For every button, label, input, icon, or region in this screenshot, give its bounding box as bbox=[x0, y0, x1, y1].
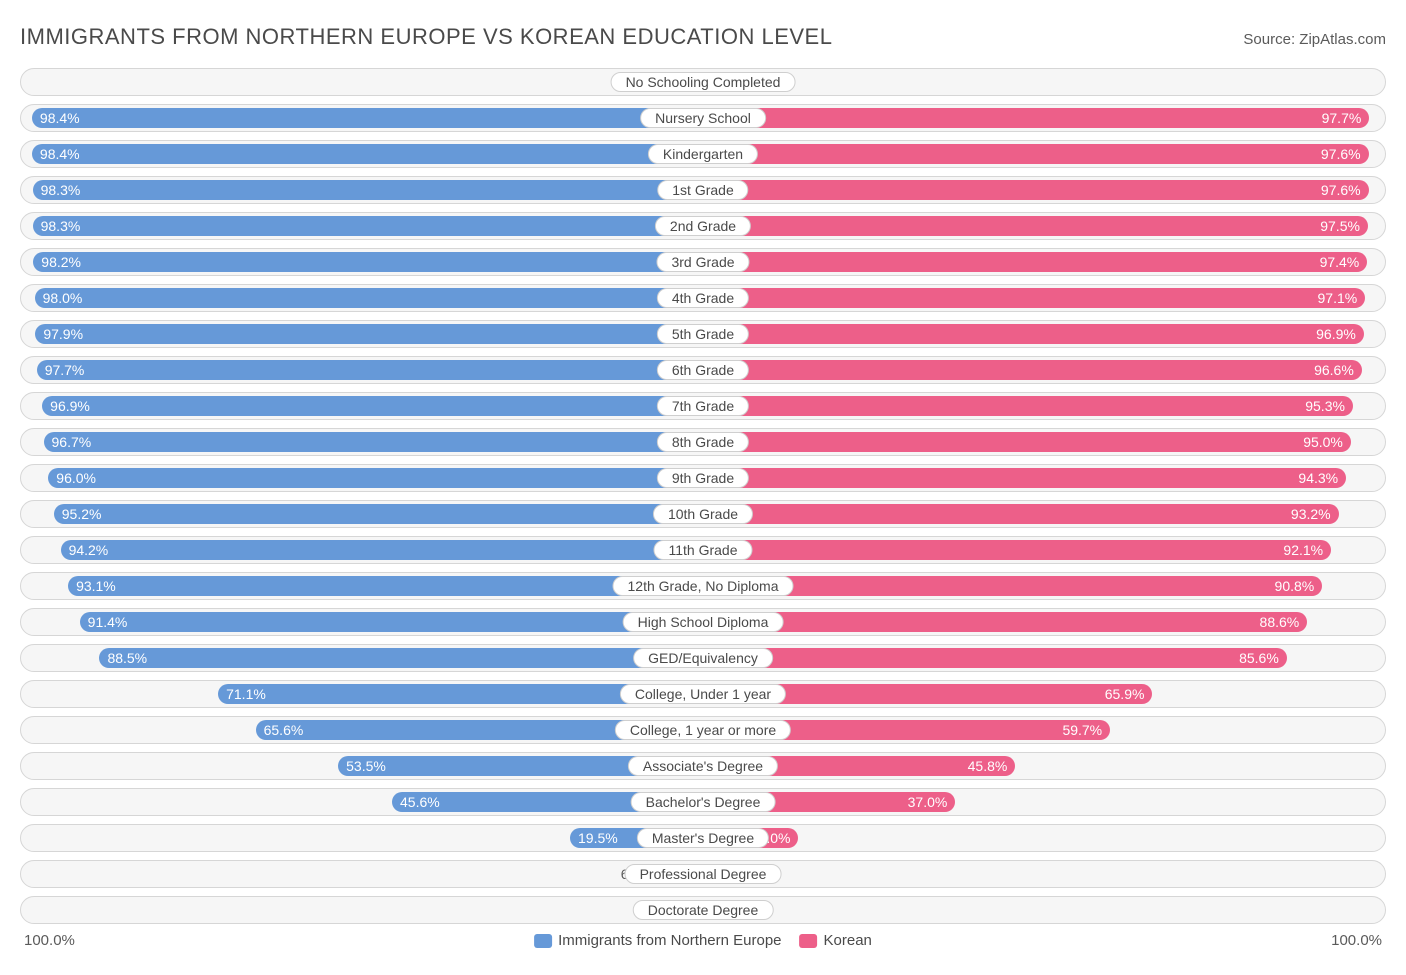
legend-swatch-left bbox=[534, 934, 552, 948]
chart-row: 97.9%96.9%5th Grade bbox=[20, 320, 1386, 348]
bar-right bbox=[703, 540, 1331, 560]
bar-left bbox=[37, 360, 703, 380]
category-label: College, Under 1 year bbox=[620, 684, 786, 704]
category-label: GED/Equivalency bbox=[633, 648, 773, 668]
chart-row: 6.2%4.1%Professional Degree bbox=[20, 860, 1386, 888]
chart-row: 71.1%65.9%College, Under 1 year bbox=[20, 680, 1386, 708]
category-label: Master's Degree bbox=[637, 828, 769, 848]
legend-label-left: Immigrants from Northern Europe bbox=[558, 932, 781, 949]
bar-left bbox=[33, 180, 703, 200]
bar-left bbox=[48, 468, 703, 488]
category-label: 2nd Grade bbox=[655, 216, 751, 236]
chart-row: 1.7%2.4%No Schooling Completed bbox=[20, 68, 1386, 96]
bar-right bbox=[703, 504, 1339, 524]
chart-row: 65.6%59.7%College, 1 year or more bbox=[20, 716, 1386, 744]
chart-row: 94.2%92.1%11th Grade bbox=[20, 536, 1386, 564]
bar-right bbox=[703, 324, 1364, 344]
bar-left bbox=[54, 504, 703, 524]
category-label: 4th Grade bbox=[657, 288, 749, 308]
legend-item-left: Immigrants from Northern Europe bbox=[534, 932, 781, 949]
category-label: No Schooling Completed bbox=[611, 72, 796, 92]
chart-title: IMMIGRANTS FROM NORTHERN EUROPE VS KOREA… bbox=[20, 24, 832, 50]
chart-row: 96.7%95.0%8th Grade bbox=[20, 428, 1386, 456]
chart-row: 98.3%97.5%2nd Grade bbox=[20, 212, 1386, 240]
chart-row: 98.0%97.1%4th Grade bbox=[20, 284, 1386, 312]
source-prefix: Source: bbox=[1243, 31, 1299, 48]
bar-left bbox=[35, 324, 703, 344]
category-label: 1st Grade bbox=[657, 180, 748, 200]
chart-row: 95.2%93.2%10th Grade bbox=[20, 500, 1386, 528]
category-label: 7th Grade bbox=[657, 396, 749, 416]
bar-right bbox=[703, 576, 1322, 596]
category-label: Professional Degree bbox=[625, 864, 782, 884]
source-name: ZipAtlas.com bbox=[1299, 31, 1386, 48]
chart-row: 98.4%97.6%Kindergarten bbox=[20, 140, 1386, 168]
chart-row: 91.4%88.6%High School Diploma bbox=[20, 608, 1386, 636]
bar-right bbox=[703, 144, 1369, 164]
bar-left bbox=[44, 432, 703, 452]
category-label: College, 1 year or more bbox=[615, 720, 791, 740]
bar-left bbox=[99, 648, 703, 668]
chart-row: 45.6%37.0%Bachelor's Degree bbox=[20, 788, 1386, 816]
bar-left bbox=[35, 288, 703, 308]
category-label: 12th Grade, No Diploma bbox=[613, 576, 794, 596]
bar-right bbox=[703, 108, 1369, 128]
bar-right bbox=[703, 612, 1307, 632]
category-label: Bachelor's Degree bbox=[631, 792, 776, 812]
chart-row: 98.2%97.4%3rd Grade bbox=[20, 248, 1386, 276]
bar-right bbox=[703, 288, 1365, 308]
chart-row: 97.7%96.6%6th Grade bbox=[20, 356, 1386, 384]
axis-max-right: 100.0% bbox=[1331, 932, 1382, 949]
category-label: Nursery School bbox=[640, 108, 766, 128]
legend: Immigrants from Northern Europe Korean bbox=[534, 932, 872, 949]
category-label: 3rd Grade bbox=[656, 252, 749, 272]
legend-label-right: Korean bbox=[824, 932, 872, 949]
bar-right bbox=[703, 360, 1362, 380]
bar-left bbox=[80, 612, 703, 632]
source-attribution: Source: ZipAtlas.com bbox=[1243, 31, 1386, 48]
bar-right bbox=[703, 432, 1351, 452]
chart-footer: 100.0% Immigrants from Northern Europe K… bbox=[20, 932, 1386, 954]
chart-row: 98.3%97.6%1st Grade bbox=[20, 176, 1386, 204]
bar-left bbox=[33, 216, 703, 236]
bar-right bbox=[703, 648, 1287, 668]
bar-right bbox=[703, 216, 1368, 236]
category-label: 6th Grade bbox=[657, 360, 749, 380]
category-label: High School Diploma bbox=[623, 612, 784, 632]
category-label: 9th Grade bbox=[657, 468, 749, 488]
chart-row: 19.5%14.0%Master's Degree bbox=[20, 824, 1386, 852]
chart-row: 93.1%90.8%12th Grade, No Diploma bbox=[20, 572, 1386, 600]
chart-row: 88.5%85.6%GED/Equivalency bbox=[20, 644, 1386, 672]
category-label: Kindergarten bbox=[648, 144, 758, 164]
legend-item-right: Korean bbox=[800, 932, 872, 949]
bar-left bbox=[33, 252, 703, 272]
bar-right bbox=[703, 252, 1367, 272]
bar-left bbox=[68, 576, 703, 596]
category-label: 8th Grade bbox=[657, 432, 749, 452]
header: IMMIGRANTS FROM NORTHERN EUROPE VS KOREA… bbox=[20, 24, 1386, 50]
diverging-bar-chart: 1.7%2.4%No Schooling Completed 98.4%97.7%… bbox=[20, 68, 1386, 924]
chart-row: 53.5%45.8%Associate's Degree bbox=[20, 752, 1386, 780]
bar-left bbox=[32, 108, 703, 128]
category-label: 11th Grade bbox=[653, 540, 752, 560]
chart-row: 2.6%1.7%Doctorate Degree bbox=[20, 896, 1386, 924]
bar-right bbox=[703, 468, 1346, 488]
bar-right bbox=[703, 396, 1353, 416]
bar-left bbox=[61, 540, 703, 560]
chart-row: 96.0%94.3%9th Grade bbox=[20, 464, 1386, 492]
category-label: Associate's Degree bbox=[628, 756, 778, 776]
bar-left bbox=[32, 144, 703, 164]
chart-row: 98.4%97.7%Nursery School bbox=[20, 104, 1386, 132]
category-label: 10th Grade bbox=[653, 504, 753, 524]
legend-swatch-right bbox=[800, 934, 818, 948]
chart-row: 96.9%95.3%7th Grade bbox=[20, 392, 1386, 420]
bar-right bbox=[703, 180, 1369, 200]
bar-left bbox=[42, 396, 703, 416]
axis-max-left: 100.0% bbox=[24, 932, 75, 949]
category-label: Doctorate Degree bbox=[633, 900, 774, 920]
category-label: 5th Grade bbox=[657, 324, 749, 344]
